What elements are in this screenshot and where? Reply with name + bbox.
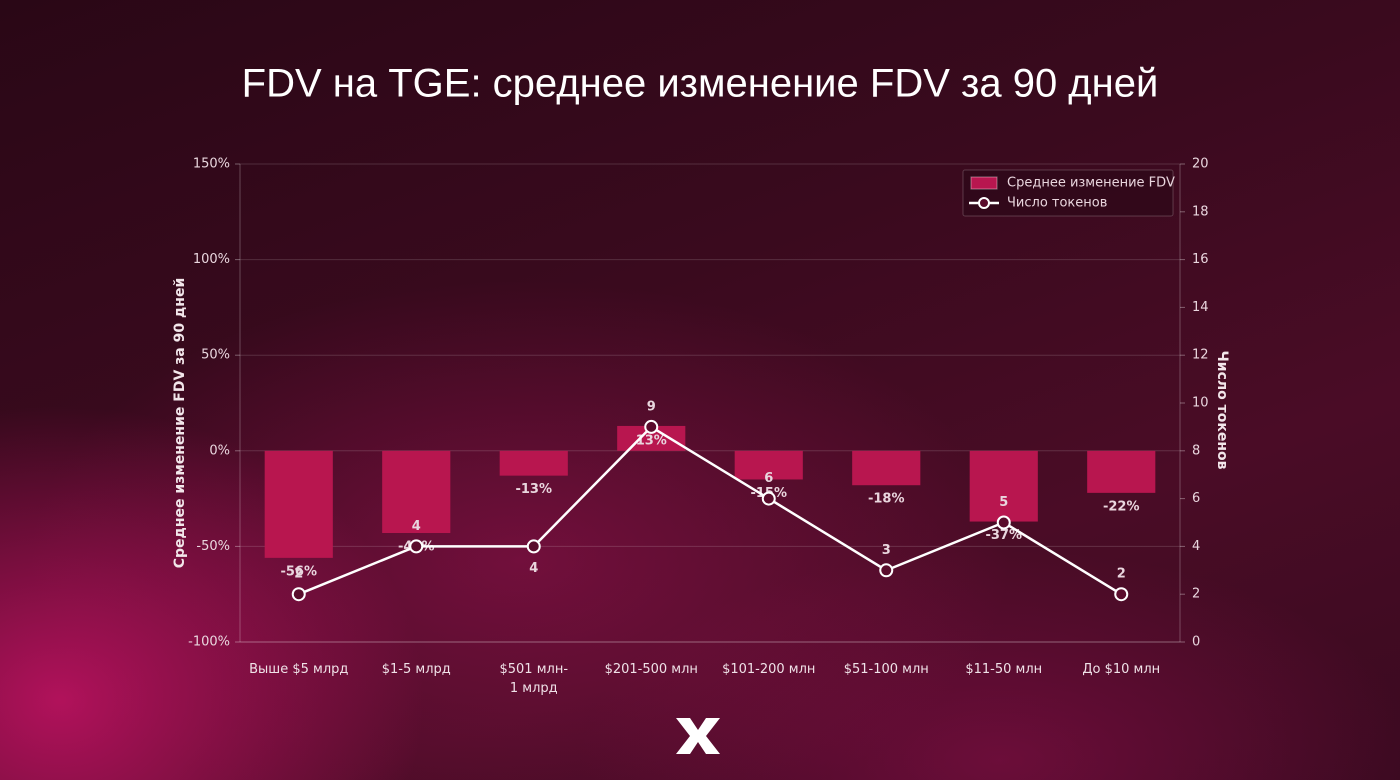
y-tick-label: 150%: [193, 157, 230, 172]
line-value-label: 4: [529, 561, 538, 576]
x-tick-label: $501 млн- 1 млрд: [499, 662, 569, 696]
y-tick-label: -50%: [196, 539, 230, 554]
x-tick-label: До $10 млн: [1082, 662, 1161, 677]
y2-tick-label: 20: [1192, 157, 1209, 172]
x-tick-label: $1-5 млрд: [381, 662, 451, 677]
bar-value-label: -18%: [868, 492, 905, 507]
legend-swatch: [978, 197, 990, 209]
legend-label: Число токенов: [1007, 196, 1107, 211]
y2-tick-label: 12: [1192, 348, 1209, 363]
line: [298, 425, 1122, 596]
y-tick-label: 100%: [193, 252, 230, 267]
y-axis-title: Среднее изменение FDV за 90 дней: [172, 278, 188, 569]
chart-title: FDV на TGE: среднее изменение FDV за 90 …: [242, 62, 1159, 106]
line-point: [291, 587, 306, 602]
bar: [382, 450, 451, 534]
y2-tick-label: 4: [1192, 539, 1200, 554]
y2-tick-label: 0: [1192, 635, 1200, 650]
line-value-label: 4: [412, 519, 421, 534]
x-tick-label: $11-50 млн: [965, 662, 1043, 677]
y2-tick-label: 2: [1192, 587, 1200, 602]
x-tick-label: $201-500 млн: [604, 662, 698, 677]
legend-box: [962, 169, 1174, 217]
y2-tick-label: 10: [1192, 396, 1209, 411]
bar: [852, 450, 921, 486]
bar: [969, 450, 1038, 522]
y2-tick-label: 14: [1192, 300, 1209, 315]
line-point: [996, 515, 1011, 530]
y2-axis-title: Число токенов: [1214, 350, 1230, 469]
line-value-label: 2: [294, 567, 303, 582]
line-point: [879, 563, 894, 578]
legend-label: Среднее изменение FDV: [1007, 176, 1175, 191]
line-point: [1114, 587, 1129, 602]
line-value-label: 6: [764, 471, 773, 486]
bar: [1087, 450, 1156, 493]
logo-mark: [676, 718, 720, 754]
bar: [734, 450, 803, 480]
y-tick-label: 0%: [209, 443, 230, 458]
line-value-label: 9: [647, 399, 656, 414]
line-point: [761, 491, 776, 506]
x-tick-label: $51-100 млн: [843, 662, 929, 677]
y-tick-label: -100%: [188, 635, 230, 650]
line-point: [409, 539, 424, 554]
legend-swatch: [970, 176, 998, 190]
line-point: [526, 539, 541, 554]
bar-value-label: 13%: [636, 433, 667, 448]
bar-value-label: -22%: [1103, 499, 1140, 514]
logo: [676, 718, 720, 754]
bar-value-label: -37%: [985, 528, 1022, 543]
bar-value-label: -13%: [515, 482, 552, 497]
line-value-label: 3: [882, 543, 891, 558]
line-value-label: 2: [1117, 567, 1126, 582]
line-value-label: 5: [999, 495, 1008, 510]
legend: Среднее изменение FDV Число токенов: [962, 169, 1175, 217]
x-tick-label: $101-200 млн: [722, 662, 816, 677]
y2-tick-label: 16: [1192, 252, 1209, 267]
bar: [499, 450, 568, 476]
y2-tick-label: 8: [1192, 443, 1200, 458]
y-tick-label: 50%: [201, 348, 230, 363]
y2-tick-label: 18: [1192, 204, 1209, 219]
bar: [264, 450, 333, 558]
y2-tick-label: 6: [1192, 491, 1200, 506]
bar-value-label: -56%: [280, 564, 317, 579]
x-tick-label: Выше $5 млрд: [249, 662, 349, 677]
line-point: [644, 419, 659, 434]
